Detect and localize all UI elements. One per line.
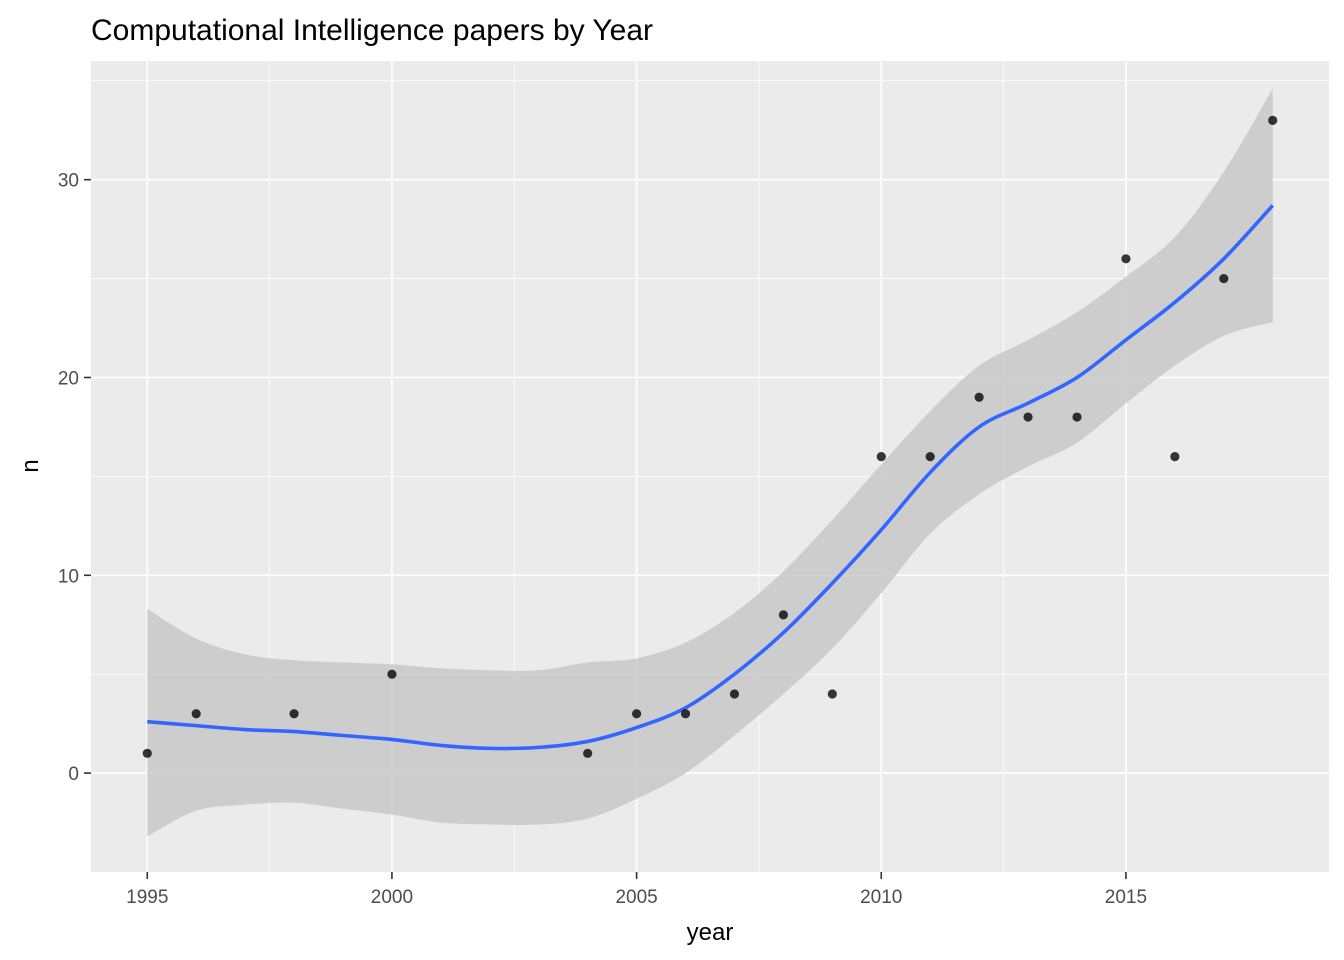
data-point [387, 669, 397, 679]
data-point [1219, 273, 1229, 284]
x-tick-label: 1995 [126, 887, 168, 908]
smooth-line-layer [147, 204, 1275, 751]
x-tick-label: 2000 [371, 887, 413, 908]
data-point [289, 709, 299, 719]
data-point [583, 748, 593, 758]
x-axis: 1995 2000 2005 2010 2015 [126, 872, 1147, 908]
confidence-band [147, 88, 1273, 837]
smooth-line [147, 204, 1275, 751]
data-point [827, 689, 837, 699]
data-point [778, 610, 788, 620]
data-point [1268, 115, 1278, 125]
y-tick-label: 0 [68, 764, 79, 785]
data-point [925, 452, 935, 462]
data-point [974, 392, 984, 402]
data-point [1023, 412, 1033, 422]
x-tick-label: 2010 [860, 887, 902, 908]
data-point [1072, 412, 1082, 422]
y-axis: 0 10 20 30 [58, 171, 91, 785]
data-point [191, 709, 201, 719]
x-tick-label: 2005 [615, 887, 657, 908]
y-axis-title: n [17, 459, 44, 472]
data-points [142, 115, 1278, 758]
y-tick-label: 10 [58, 566, 79, 587]
y-tick-label: 30 [58, 171, 79, 192]
chart-title: Computational Intelligence papers by Yea… [91, 14, 653, 47]
data-point [729, 689, 740, 699]
x-axis-title: year [687, 919, 734, 946]
data-point [876, 452, 886, 462]
y-tick-label: 20 [58, 368, 79, 389]
data-point [1121, 254, 1131, 264]
confidence-band-layer [147, 88, 1273, 837]
data-point [632, 709, 642, 719]
data-point [680, 709, 691, 719]
data-point [1170, 452, 1180, 462]
data-point [142, 748, 152, 758]
x-tick-label: 2015 [1105, 887, 1147, 908]
